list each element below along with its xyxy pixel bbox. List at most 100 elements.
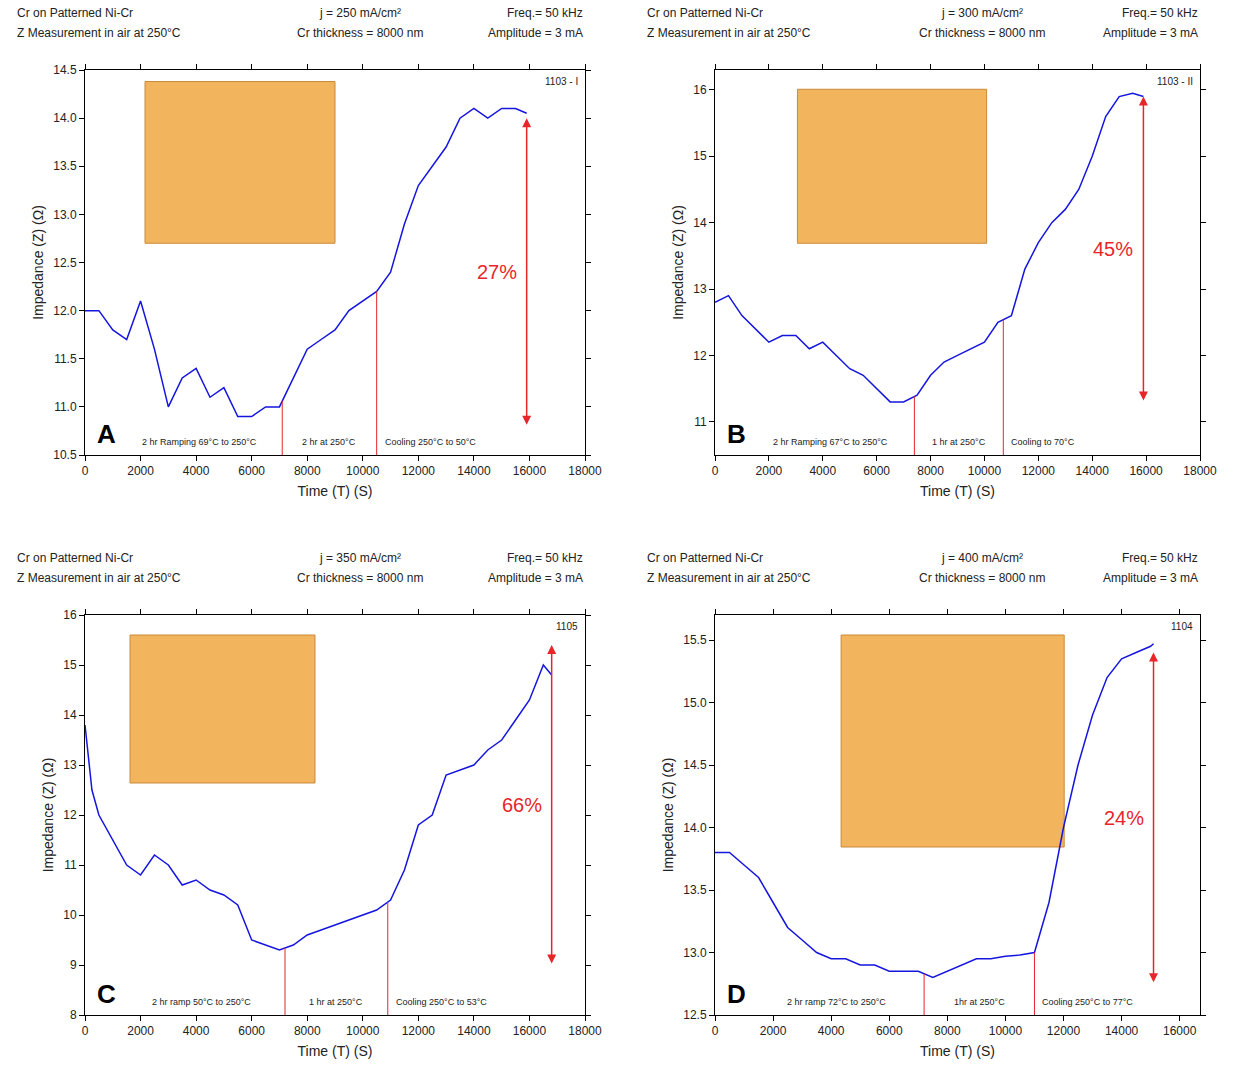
svg-text:11.0: 11.0 bbox=[54, 400, 77, 414]
svg-text:B: B bbox=[727, 419, 746, 449]
svg-text:12.5: 12.5 bbox=[53, 256, 77, 270]
svg-text:14000: 14000 bbox=[1105, 1024, 1139, 1038]
svg-text:2000: 2000 bbox=[756, 464, 783, 478]
svg-text:Freq.= 50 kHz: Freq.= 50 kHz bbox=[1122, 6, 1198, 20]
svg-text:14000: 14000 bbox=[457, 464, 491, 478]
svg-text:j = 300 mA/cm²: j = 300 mA/cm² bbox=[941, 6, 1023, 20]
svg-text:18000: 18000 bbox=[1183, 464, 1217, 478]
svg-text:C: C bbox=[97, 979, 116, 1009]
svg-text:1103 - II: 1103 - II bbox=[1157, 76, 1193, 87]
svg-text:0: 0 bbox=[712, 1024, 719, 1038]
svg-text:12000: 12000 bbox=[1047, 1024, 1081, 1038]
svg-text:4000: 4000 bbox=[818, 1024, 845, 1038]
svg-text:18000: 18000 bbox=[568, 1024, 602, 1038]
svg-text:2 hr at 250°C: 2 hr at 250°C bbox=[302, 437, 356, 447]
svg-text:j = 400 mA/cm²: j = 400 mA/cm² bbox=[941, 551, 1023, 565]
svg-text:j = 250 mA/cm²: j = 250 mA/cm² bbox=[319, 6, 401, 20]
svg-text:j = 350 mA/cm²: j = 350 mA/cm² bbox=[319, 551, 401, 565]
svg-text:13.5: 13.5 bbox=[683, 883, 707, 897]
svg-text:2000: 2000 bbox=[127, 1024, 154, 1038]
svg-text:16: 16 bbox=[63, 608, 77, 622]
svg-text:10000: 10000 bbox=[346, 1024, 380, 1038]
svg-text:2 hr ramp 72°C to 250°C: 2 hr ramp 72°C to 250°C bbox=[787, 997, 886, 1007]
svg-text:2000: 2000 bbox=[127, 464, 154, 478]
svg-text:Cr thickness = 8000 nm: Cr thickness = 8000 nm bbox=[919, 571, 1045, 585]
svg-text:Time (T) (S): Time (T) (S) bbox=[298, 483, 373, 499]
svg-text:1103 - I: 1103 - I bbox=[545, 76, 578, 87]
svg-text:2 hr ramp 50°C to 250°C: 2 hr ramp 50°C to 250°C bbox=[152, 997, 251, 1007]
svg-text:8: 8 bbox=[70, 1008, 77, 1022]
svg-text:27%: 27% bbox=[477, 261, 517, 283]
svg-text:15.0: 15.0 bbox=[683, 696, 707, 710]
svg-text:0: 0 bbox=[82, 464, 89, 478]
svg-text:12: 12 bbox=[63, 808, 77, 822]
svg-text:10.5: 10.5 bbox=[53, 448, 77, 462]
svg-text:11.5: 11.5 bbox=[54, 352, 77, 366]
svg-text:9: 9 bbox=[70, 958, 77, 972]
svg-text:12: 12 bbox=[693, 349, 707, 363]
svg-text:10000: 10000 bbox=[989, 1024, 1023, 1038]
svg-text:Amplitude = 3 mA: Amplitude = 3 mA bbox=[1103, 26, 1198, 40]
svg-text:16000: 16000 bbox=[513, 464, 547, 478]
svg-text:14.0: 14.0 bbox=[683, 821, 707, 835]
svg-text:12000: 12000 bbox=[402, 464, 436, 478]
svg-text:45%: 45% bbox=[1093, 238, 1133, 260]
svg-text:Cooling to 70°C: Cooling to 70°C bbox=[1011, 437, 1075, 447]
svg-text:8000: 8000 bbox=[934, 1024, 961, 1038]
svg-text:4000: 4000 bbox=[809, 464, 836, 478]
svg-text:Freq.= 50 kHz: Freq.= 50 kHz bbox=[507, 6, 583, 20]
svg-text:8000: 8000 bbox=[294, 464, 321, 478]
svg-text:Impedance (Z) (Ω): Impedance (Z) (Ω) bbox=[40, 758, 56, 873]
svg-text:Cr thickness = 8000 nm: Cr thickness = 8000 nm bbox=[919, 26, 1045, 40]
svg-text:14.5: 14.5 bbox=[53, 63, 77, 77]
svg-text:2 hr Ramping 67°C to 250°C: 2 hr Ramping 67°C to 250°C bbox=[773, 437, 888, 447]
svg-text:2 hr Ramping 69°C to 250°C: 2 hr Ramping 69°C to 250°C bbox=[142, 437, 257, 447]
svg-text:Amplitude = 3 mA: Amplitude = 3 mA bbox=[488, 26, 583, 40]
svg-text:24%: 24% bbox=[1104, 807, 1144, 829]
svg-text:Cooling 250°C to 50°C: Cooling 250°C to 50°C bbox=[385, 437, 476, 447]
svg-text:66%: 66% bbox=[502, 794, 542, 816]
svg-text:11: 11 bbox=[694, 415, 707, 429]
svg-text:12.0: 12.0 bbox=[53, 304, 77, 318]
svg-text:14.0: 14.0 bbox=[53, 111, 77, 125]
svg-text:0: 0 bbox=[712, 464, 719, 478]
svg-text:Z Measurement in air at 250°C: Z Measurement in air at 250°C bbox=[17, 26, 181, 40]
svg-text:Cooling 250°C to 77°C: Cooling 250°C to 77°C bbox=[1042, 997, 1133, 1007]
svg-text:Impedance (Z) (Ω): Impedance (Z) (Ω) bbox=[30, 205, 46, 320]
svg-text:Z Measurement in air at 250°C: Z Measurement in air at 250°C bbox=[17, 571, 181, 585]
svg-text:14000: 14000 bbox=[457, 1024, 491, 1038]
svg-text:2000: 2000 bbox=[760, 1024, 787, 1038]
svg-text:1 hr at 250°C: 1 hr at 250°C bbox=[932, 437, 986, 447]
svg-text:Z Measurement in air at 250°C: Z Measurement in air at 250°C bbox=[647, 26, 811, 40]
svg-text:8000: 8000 bbox=[294, 1024, 321, 1038]
svg-text:13: 13 bbox=[63, 758, 77, 772]
svg-text:Z Measurement in air at 250°C: Z Measurement in air at 250°C bbox=[647, 571, 811, 585]
svg-text:16000: 16000 bbox=[1163, 1024, 1197, 1038]
svg-text:1hr at 250°C: 1hr at 250°C bbox=[954, 997, 1005, 1007]
svg-text:14000: 14000 bbox=[1076, 464, 1110, 478]
svg-text:11: 11 bbox=[64, 858, 77, 872]
svg-text:Freq.= 50 kHz: Freq.= 50 kHz bbox=[507, 551, 583, 565]
svg-text:12000: 12000 bbox=[402, 1024, 436, 1038]
svg-text:10: 10 bbox=[63, 908, 77, 922]
svg-text:Cr on Patterned Ni-Cr: Cr on Patterned Ni-Cr bbox=[647, 551, 763, 565]
svg-text:1 hr at 250°C: 1 hr at 250°C bbox=[309, 997, 363, 1007]
svg-text:Cr on Patterned Ni-Cr: Cr on Patterned Ni-Cr bbox=[647, 6, 763, 20]
svg-text:16000: 16000 bbox=[1129, 464, 1163, 478]
svg-text:14.5: 14.5 bbox=[683, 758, 707, 772]
svg-text:6000: 6000 bbox=[238, 464, 265, 478]
svg-text:6000: 6000 bbox=[876, 1024, 903, 1038]
svg-text:16000: 16000 bbox=[513, 1024, 547, 1038]
svg-text:4000: 4000 bbox=[183, 1024, 210, 1038]
svg-text:Amplitude = 3 mA: Amplitude = 3 mA bbox=[488, 571, 583, 585]
svg-text:15: 15 bbox=[693, 149, 707, 163]
svg-text:14: 14 bbox=[693, 216, 707, 230]
svg-text:1104: 1104 bbox=[1171, 621, 1193, 632]
svg-text:6000: 6000 bbox=[863, 464, 890, 478]
svg-text:Time (T) (S): Time (T) (S) bbox=[298, 1043, 373, 1059]
svg-text:18000: 18000 bbox=[568, 464, 602, 478]
svg-text:0: 0 bbox=[82, 1024, 89, 1038]
svg-text:Cr on Patterned Ni-Cr: Cr on Patterned Ni-Cr bbox=[17, 551, 133, 565]
svg-text:15: 15 bbox=[63, 658, 77, 672]
svg-text:A: A bbox=[97, 419, 116, 449]
